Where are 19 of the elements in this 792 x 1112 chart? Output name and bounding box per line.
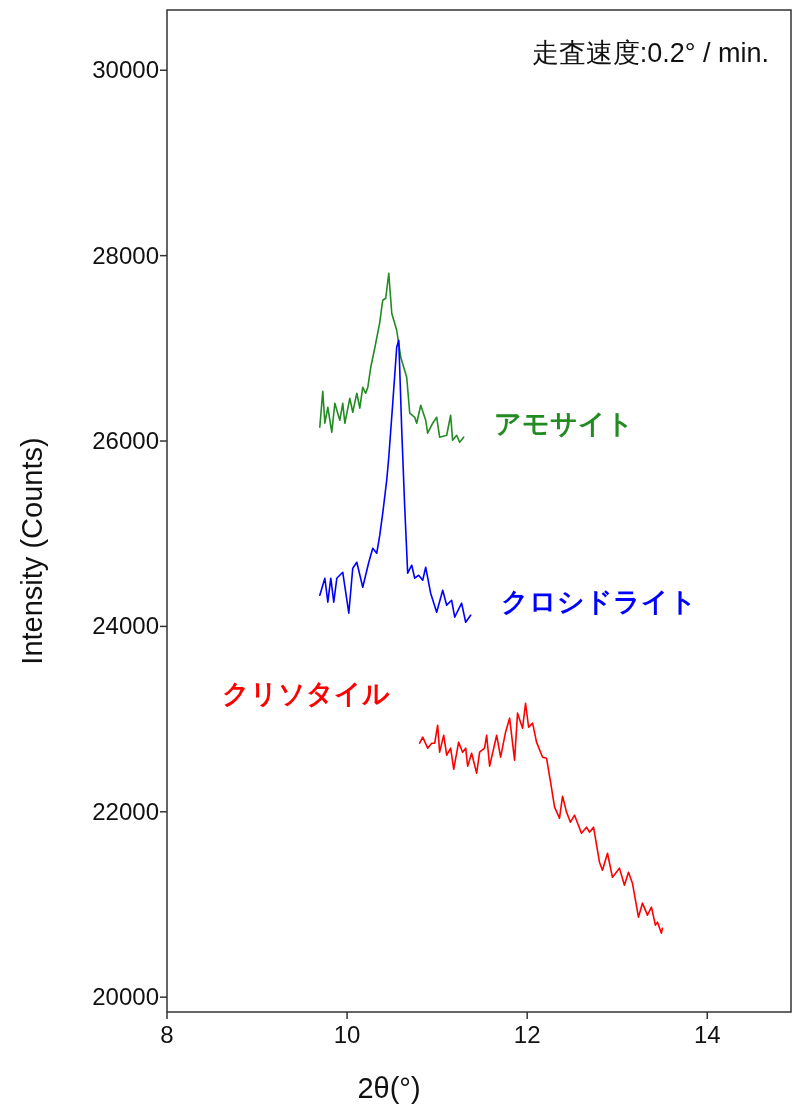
x-axis-title: 2θ(°): [357, 1072, 421, 1104]
line-series: [319, 272, 465, 444]
x-tick-label: 12: [513, 1021, 541, 1048]
series-label: クリソタイル: [221, 679, 390, 710]
x-tick-label: 10: [333, 1021, 361, 1048]
y-tick-label: 30000: [92, 56, 159, 84]
line-series: [319, 339, 472, 624]
line-series: [418, 702, 664, 935]
y-tick-label: 20000: [92, 983, 159, 1011]
x-tick-label: 8: [160, 1021, 174, 1048]
x-tick-label: 14: [693, 1021, 721, 1048]
y-tick-label: 28000: [92, 241, 159, 269]
y-tick-label: 26000: [92, 427, 159, 455]
y-tick-label: 24000: [92, 612, 159, 640]
y-axis-title: Intensity (Counts): [16, 437, 48, 665]
series-label: クロシドライト: [500, 587, 697, 618]
y-tick-label: 22000: [92, 797, 159, 825]
annotation: 走査速度:0.2° / min.: [531, 38, 769, 68]
series-label: アモサイト: [493, 409, 634, 440]
